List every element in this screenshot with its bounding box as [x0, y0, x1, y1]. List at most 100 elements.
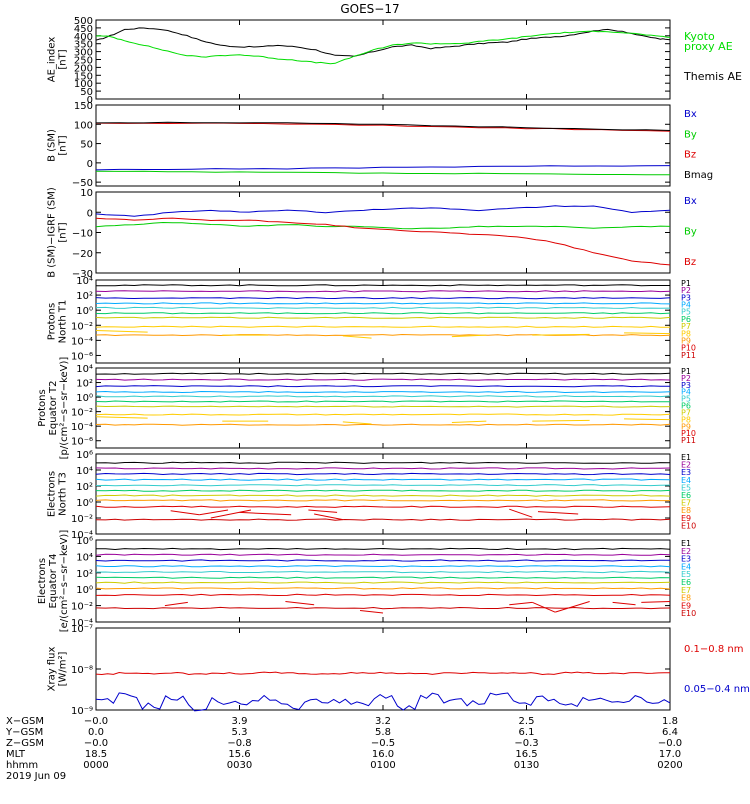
y-tick-label: 10⁻²: [71, 408, 93, 419]
y-tick-label: 10⁴: [76, 276, 93, 287]
legend-entry: Bx: [684, 196, 697, 207]
legend-entry: P10: [681, 344, 696, 353]
legend-entry: By: [684, 129, 697, 140]
p8-channel-segment: [624, 332, 671, 335]
y-tick-label: 10⁴: [76, 466, 93, 477]
legend-entry: E3: [681, 468, 691, 477]
legend-entry: 0.05−0.4 nm: [684, 684, 750, 695]
flux-channel-line: [95, 378, 671, 381]
x-axis-value: 2.5: [519, 716, 535, 727]
legend-entry: P2: [681, 286, 691, 295]
x-axis-value: −0.0: [84, 738, 108, 749]
flux-channel-line: [95, 290, 671, 293]
e9-channel-segment: [359, 610, 384, 614]
p8-channel-segment: [95, 416, 148, 419]
flux-channel-line: [95, 553, 671, 556]
flux-channel-line: [95, 494, 671, 497]
p8-channel-segment: [532, 333, 590, 336]
p8-channel-segment: [95, 330, 148, 333]
y-tick-label: 10⁻²: [71, 602, 93, 613]
x-axis-row-label: X−GSM: [6, 716, 44, 727]
series-line: [95, 221, 671, 230]
y-axis-label: Xray flux: [47, 647, 58, 692]
flux-channel-line: [95, 405, 671, 408]
y-tick-label: 10⁶: [76, 450, 93, 461]
flux-channel-line: [95, 325, 670, 328]
e9-channel-segment: [555, 601, 590, 613]
y-tick-label: −50: [72, 178, 93, 189]
flux-channel-line: [95, 576, 671, 579]
flux-channel-line: [95, 461, 671, 464]
y-tick-label: 10⁰: [76, 393, 93, 404]
e9-channel-segment: [239, 511, 292, 516]
flux-channel-line: [95, 306, 671, 310]
e9-channel-segment: [199, 509, 229, 516]
legend-entry: E10: [681, 609, 696, 618]
x-axis-row-label: MLT: [6, 749, 26, 760]
x-axis-value: 0030: [227, 760, 252, 771]
flux-channel-line: [95, 284, 670, 287]
legend-entry: proxy AE: [684, 40, 733, 53]
flux-channel-line: [95, 505, 671, 508]
y-axis-label: Equator T2: [48, 381, 59, 436]
legend-entry: E5: [681, 570, 691, 579]
legend-entry: P1: [681, 279, 691, 288]
y-tick-label: 100: [74, 120, 93, 131]
legend-entry: P2: [681, 374, 691, 383]
legend-entry: P7: [681, 322, 691, 331]
flux-channel-line: [95, 413, 671, 416]
flux-channel-line: [95, 518, 671, 521]
y-tick-label: 10²: [76, 569, 93, 580]
legend-entry: P11: [681, 351, 696, 360]
x-axis-value: 16.0: [372, 749, 394, 760]
legend-entry: E8: [681, 506, 691, 515]
e9-channel-segment: [509, 508, 533, 518]
legend-entry: P4: [681, 388, 691, 397]
y-axis-label: Equator T4: [48, 554, 59, 609]
panel-xray: 10⁻⁷ 10⁻⁸ 10⁻⁹ Xray flux [W/m²] 0.1−0.8 nm 0.0…: [47, 624, 750, 717]
y-tick-label: 10⁶: [76, 536, 93, 547]
y-axis-label: B (SM)−IGRF (SM): [47, 187, 58, 278]
x-axis-value: 3.9: [232, 716, 248, 727]
y-tick-label: 450: [74, 24, 93, 35]
y-axis-label: B (SM): [47, 129, 58, 162]
legend-entry: Bz: [684, 150, 696, 161]
series-line: [95, 121, 671, 131]
flux-channel-line: [96, 547, 671, 551]
flux-channel-line: [95, 472, 671, 476]
y-tick-label: 500: [74, 16, 93, 27]
e9-channel-segment: [532, 601, 556, 613]
legend-entry: E9: [681, 514, 691, 523]
p8-channel-segment: [342, 335, 372, 339]
flux-channel-line: [95, 484, 671, 487]
series-line: [95, 30, 671, 65]
panel-frame: [95, 539, 671, 623]
x-axis-row-label: Y−GSM: [5, 727, 43, 738]
legend-entry: E10: [681, 521, 696, 530]
series-line: [95, 122, 671, 132]
legend-entry: P6: [681, 402, 691, 411]
legend-entry: P3: [681, 381, 691, 390]
legend-entry: P5: [681, 395, 691, 404]
legend-entry: E6: [681, 578, 691, 587]
flux-channel-line: [95, 372, 671, 375]
y-axis-label: North T3: [58, 472, 69, 516]
x-axis-value: 5.8: [375, 727, 391, 738]
y-tick-label: 150: [74, 101, 93, 112]
panel-frame: [95, 191, 671, 274]
e9-channel-segment: [210, 509, 252, 519]
flux-channel-line: [95, 395, 671, 398]
y-axis-label: AE_index: [47, 37, 58, 83]
y-tick-label: 150: [74, 71, 93, 82]
x-axis-value: 0200: [657, 760, 682, 771]
legend-entry: Bmag: [684, 170, 713, 181]
flux-channel-line: [95, 489, 671, 492]
legend-entry: E2: [681, 547, 691, 556]
legend-entry: E6: [681, 491, 691, 500]
y-axis-label: [nT]: [58, 222, 69, 242]
y-tick-label: 0: [87, 208, 93, 219]
